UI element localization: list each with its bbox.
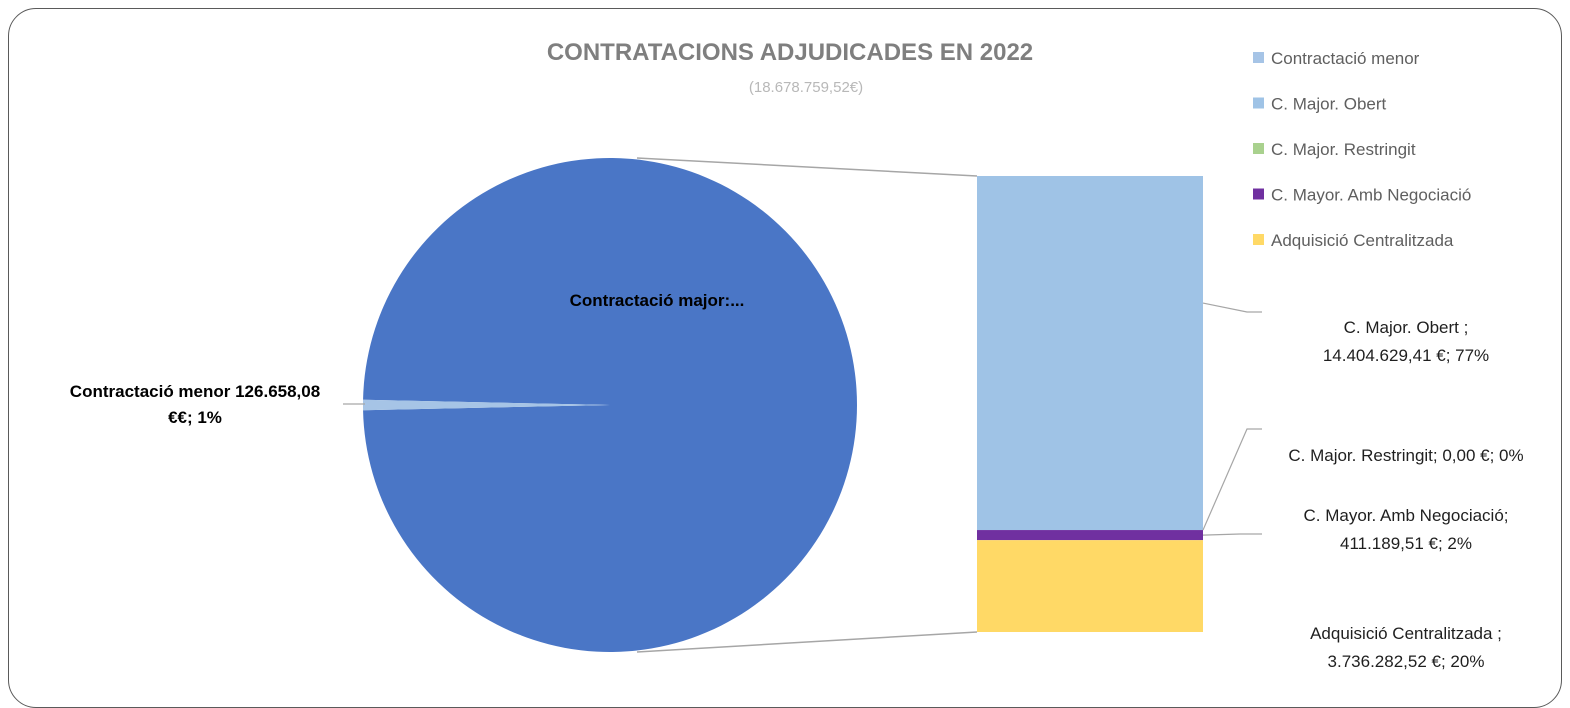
pie-label-contractacio-menor: Contractació menor 126.658,08 €€; 1% [70, 382, 320, 427]
bar-label-c-major-restringit: C. Major. Restringit; 0,00 €; 0% [1288, 446, 1523, 465]
bar-segment-adquisici-centralitzada [977, 540, 1203, 632]
bar-label-c-mayor-amb-negociaci-line: 411.189,51 €; 2% [1340, 534, 1472, 553]
bar-label-c-major-obert: C. Major. Obert ; 14.404.629,41 €; 77% [1323, 318, 1489, 365]
leader-line-c-mayor-amb-negociaci [1202, 533, 1262, 536]
bar-label-adquisici-centralitzada-line: 3.736.282,52 €; 20% [1328, 652, 1485, 671]
bar-label-c-major-obert-line: 14.404.629,41 €; 77% [1323, 346, 1489, 365]
data-labels: Contractació major:... Contractació menor… [70, 291, 1524, 671]
chart-subtitle: (18.678.759,52€) [749, 79, 863, 96]
connector-line-bottom [636, 631, 978, 653]
pie-label-contractacio-major: Contractació major:... [570, 291, 745, 310]
bar-label-adquisici-centralitzada-line: Adquisició Centralitzada ; [1310, 624, 1502, 643]
pie [362, 157, 857, 652]
legend-label-contractaci-menor: Contractació menor [1271, 49, 1420, 68]
leader-line-c-major-obert [1202, 302, 1262, 313]
legend-swatch-c-mayor-amb-negociaci [1253, 188, 1264, 200]
pie-slice-contractacio-major [363, 157, 857, 652]
bar-segment-c-mayor-amb-negociaci [977, 530, 1203, 541]
legend-swatch-adquisici-centralitzada [1253, 234, 1264, 245]
pie-label-contractacio-major-line: Contractació major:... [570, 291, 745, 310]
legend-label-c-mayor-amb-negociaci: C. Mayor. Amb Negociació [1271, 186, 1471, 205]
legend-swatch-contractaci-menor [1253, 52, 1264, 63]
bar-segment-c-major-obert [977, 176, 1203, 531]
legend-swatch-c-major-restringit [1253, 143, 1264, 154]
bar-label-c-mayor-amb-negociaci: C. Mayor. Amb Negociació; 411.189,51 €; 2… [1303, 506, 1508, 553]
legend: Contractació menor C. Major. Obert C. Majo… [1253, 49, 1471, 250]
legend-label-c-major-restringit: C. Major. Restringit [1271, 140, 1416, 159]
pie-label-contractacio-menor-line: €€; 1% [168, 408, 222, 427]
legend-label-adquisici-centralitzada: Adquisició Centralitzada [1271, 231, 1454, 250]
bar-label-c-major-restringit-line: C. Major. Restringit; 0,00 €; 0% [1288, 446, 1523, 465]
bar-label-c-major-obert-line: C. Major. Obert ; [1344, 318, 1469, 337]
connector-lines [636, 157, 978, 653]
pie-slice-contractacio-menor [362, 399, 610, 411]
stacked-bar [977, 176, 1203, 632]
legend-label-c-major-obert: C. Major. Obert [1271, 95, 1387, 114]
connector-line-top [636, 157, 978, 177]
bar-label-adquisici-centralitzada: Adquisició Centralitzada ; 3.736.282,52 €… [1310, 624, 1502, 671]
pie-label-contractacio-menor-line: Contractació menor 126.658,08 [70, 382, 320, 401]
legend-swatch-c-major-obert [1253, 97, 1264, 109]
bar-label-c-mayor-amb-negociaci-line: C. Mayor. Amb Negociació; [1303, 506, 1508, 525]
chart-title: CONTRATACIONS ADJUDICADES EN 2022 [547, 39, 1033, 66]
leader-line-c-major-restringit [1202, 428, 1262, 531]
bar-of-pie-chart: CONTRATACIONS ADJUDICADES EN 2022 (18.67… [70, 39, 1524, 671]
